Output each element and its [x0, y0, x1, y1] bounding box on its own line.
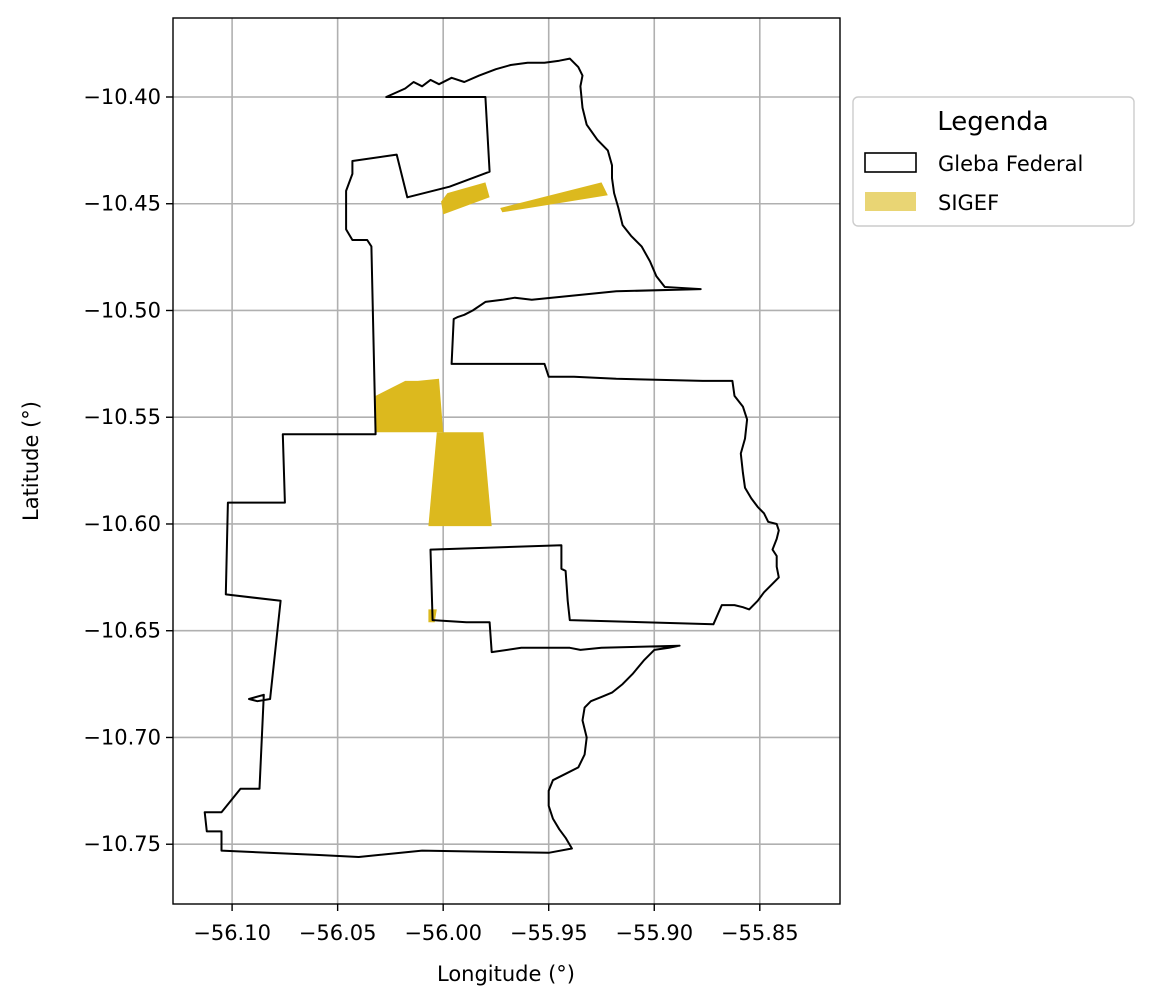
y-tick-label-6: −10.70: [83, 725, 161, 749]
y-tick-label-3: −10.55: [83, 405, 161, 429]
y-tick-label-7: −10.75: [83, 832, 161, 856]
y-tick-label-2: −10.50: [83, 298, 161, 322]
gleba-federal-layer: [203, 57, 780, 858]
legend: Legenda Gleba Federal SIGEF: [852, 96, 1135, 227]
sigef-parcel-1: [500, 182, 608, 213]
sigef-parcel-0: [441, 182, 490, 215]
legend-swatch-gleba-federal: [864, 152, 917, 173]
x-tick-label-3: −55.95: [510, 921, 588, 945]
x-tick-label-4: −55.90: [615, 921, 693, 945]
y-tick-label-1: −10.45: [83, 192, 161, 216]
y-axis-ticks: −10.40 −10.45 −10.50 −10.55 −10.60 −10.65 −10.…: [83, 85, 173, 856]
x-axis-ticks: −56.10 −56.05 −56.00 −55.95 −55.90 −55.85: [193, 904, 799, 945]
sigef-parcel-2: [375, 378, 444, 433]
legend-swatch-sigef: [865, 192, 916, 211]
legend-frame: [852, 96, 1135, 227]
plot-frame: [172, 17, 841, 905]
sigef-layer: [375, 182, 608, 623]
x-axis-label: Longitude (°): [437, 962, 575, 986]
gleba-federal-boundary: [203, 57, 780, 858]
legend-label-sigef: SIGEF: [938, 191, 999, 215]
sigef-parcel-3: [428, 432, 492, 527]
y-tick-label-0: −10.40: [83, 85, 161, 109]
x-tick-label-0: −56.10: [193, 921, 271, 945]
x-tick-label-2: −56.00: [404, 921, 482, 945]
y-axis-label: Latitude (°): [19, 401, 43, 521]
y-tick-label-5: −10.65: [83, 619, 161, 643]
legend-title: Legenda: [937, 107, 1048, 137]
x-tick-label-5: −55.85: [721, 921, 799, 945]
grid-lines: [173, 18, 840, 904]
legend-label-gleba-federal: Gleba Federal: [938, 152, 1083, 176]
x-tick-label-1: −56.05: [299, 921, 377, 945]
y-tick-label-4: −10.60: [83, 512, 161, 536]
